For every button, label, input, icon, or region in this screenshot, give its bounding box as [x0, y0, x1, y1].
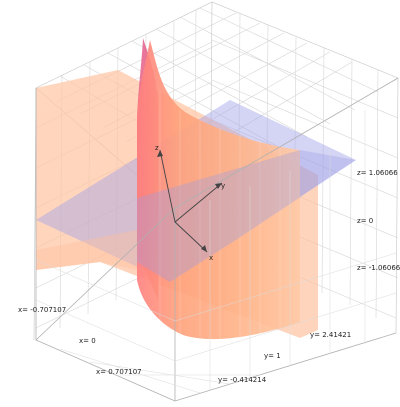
- y-tick-1: y= -0.414214: [218, 376, 267, 384]
- cylinder-shading: [159, 90, 281, 340]
- x-axis-label: x: [209, 254, 213, 262]
- z-tick-top: z= 1.06066: [357, 169, 398, 177]
- x-tick-1: x= -0.707107: [18, 306, 66, 314]
- box-edges: [35, 77, 399, 402]
- x-tick-2: x= 0: [79, 337, 96, 345]
- origin-axes: [159, 149, 223, 253]
- z-axis-label: z: [155, 144, 159, 152]
- cylinder-surface: [137, 40, 300, 340]
- blue-plane-front: [137, 150, 356, 282]
- y-tick-3: y= 2.41421: [310, 331, 351, 339]
- z-tick-mid: z= 0: [357, 217, 373, 225]
- y-axis-label: y: [221, 182, 225, 190]
- front-grid: [35, 110, 397, 394]
- y-tick-2: y= 1: [264, 352, 281, 360]
- orange-plane-front: [36, 230, 137, 270]
- z-tick-bottom: z= -1.06066: [357, 264, 400, 272]
- x-tick-3: x= 0.707107: [96, 368, 142, 376]
- axis-arrowheads: [157, 150, 222, 252]
